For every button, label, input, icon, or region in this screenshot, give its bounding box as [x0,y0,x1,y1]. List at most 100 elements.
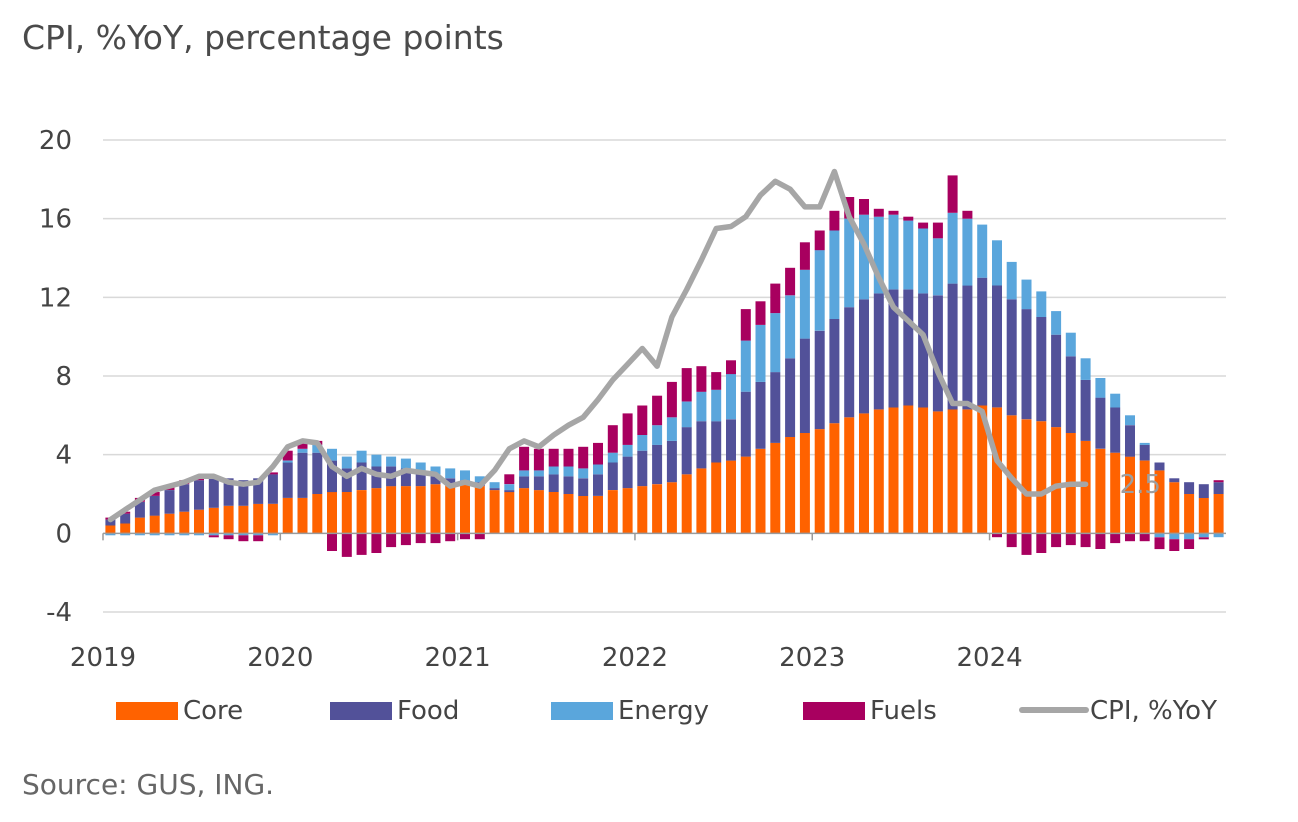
x-tick-label: 2019 [70,643,136,673]
bar-core [327,492,337,534]
bar-energy [563,466,574,477]
chart-source: Source: GUS, ING. [22,768,275,801]
bar-food [164,490,175,514]
bar-fuels [1154,537,1165,550]
bar-energy [829,230,840,319]
bar-fuels [947,175,958,213]
bar-food [578,478,589,496]
bar-food [666,440,677,483]
bar-energy [607,452,618,463]
bar-food [238,480,249,506]
bar-food [593,474,603,496]
bar-fuels [1184,539,1195,549]
bar-food [341,468,352,492]
bar-food [223,478,234,506]
bar-fuels [799,242,810,270]
bar-food [1139,444,1150,461]
bar-core [681,474,692,534]
bar-energy [1080,358,1091,380]
bar-energy [356,450,367,463]
legend-label-fuels: Fuels [870,696,937,726]
bar-food [1021,309,1032,420]
bar-core [253,503,264,534]
bar-fuels [918,222,929,229]
bar-food [179,484,190,512]
bar-food [356,462,367,490]
bar-energy [371,454,382,467]
bar-fuels [726,360,736,375]
bar-food [134,501,145,518]
bar-core [563,494,574,534]
bar-fuels [903,216,914,221]
bar-energy [1154,533,1165,538]
bar-fuels [474,533,485,540]
bar-food [992,285,1002,408]
bar-fuels [652,395,663,426]
cpi-line-layer: 2.5 [107,168,1161,523]
bar-core [1184,494,1195,534]
bar-fuels [755,301,766,325]
bar-fuels [666,381,677,418]
bar-fuels [593,442,603,465]
bar-food [859,299,869,414]
bar-energy [208,533,219,536]
bar-core [578,496,589,534]
bar-fuels [1139,533,1150,542]
bar-food [1169,478,1180,483]
bar-food [1213,482,1224,494]
bar-energy [932,238,943,296]
bar-food [1080,379,1091,441]
bar-food [149,496,160,516]
bar-fuels [1065,533,1076,546]
bar-fuels [1036,533,1047,553]
legend-label-food: Food [397,696,459,726]
bar-core [1110,452,1121,534]
bar-core [652,484,663,534]
bar-food [1065,356,1076,433]
y-tick-label: -4 [46,598,72,628]
bar-core [932,411,943,534]
bar-core [460,484,470,534]
bar-fuels [607,425,618,453]
bar-food [1095,397,1106,449]
bar-fuels [356,533,367,555]
bar-fuels [1080,533,1091,548]
legend-label-cpi: CPI, %YoY [1090,696,1217,726]
bar-energy [548,466,559,475]
bar-fuels [873,208,884,217]
bar-fuels [548,448,559,467]
bar-energy [253,533,264,536]
bar-food [1051,334,1062,428]
bar-fuels [932,222,943,239]
bar-energy [504,484,515,491]
bar-core [1095,448,1106,534]
x-tick-label: 2020 [247,643,313,673]
bar-core [873,409,884,534]
bar-food [814,330,825,430]
bar-fuels [1125,533,1135,542]
bar-fuels [371,533,382,553]
bar-energy [120,533,131,536]
bar-energy [740,340,751,392]
bar-fuels [504,474,515,485]
bar-core [829,423,840,534]
bar-fuels [415,533,426,544]
bar-fuels [1198,537,1209,540]
bar-food [208,478,219,508]
bar-food [120,513,131,524]
bar-food [253,478,264,504]
bar-energy [593,464,603,475]
bar-energy [1036,291,1047,317]
bar-core [179,511,190,534]
cpi-last-value-label: 2.5 [1120,470,1161,500]
bar-energy [164,533,175,536]
bar-core [312,494,323,534]
bar-energy [1139,442,1150,445]
bar-core [755,448,766,534]
legend-label-energy: Energy [618,696,709,726]
x-tick-label: 2021 [425,643,491,673]
bar-energy [1110,393,1121,408]
bar-fuels [888,210,899,215]
bar-core [267,503,278,534]
bar-food [888,289,899,408]
